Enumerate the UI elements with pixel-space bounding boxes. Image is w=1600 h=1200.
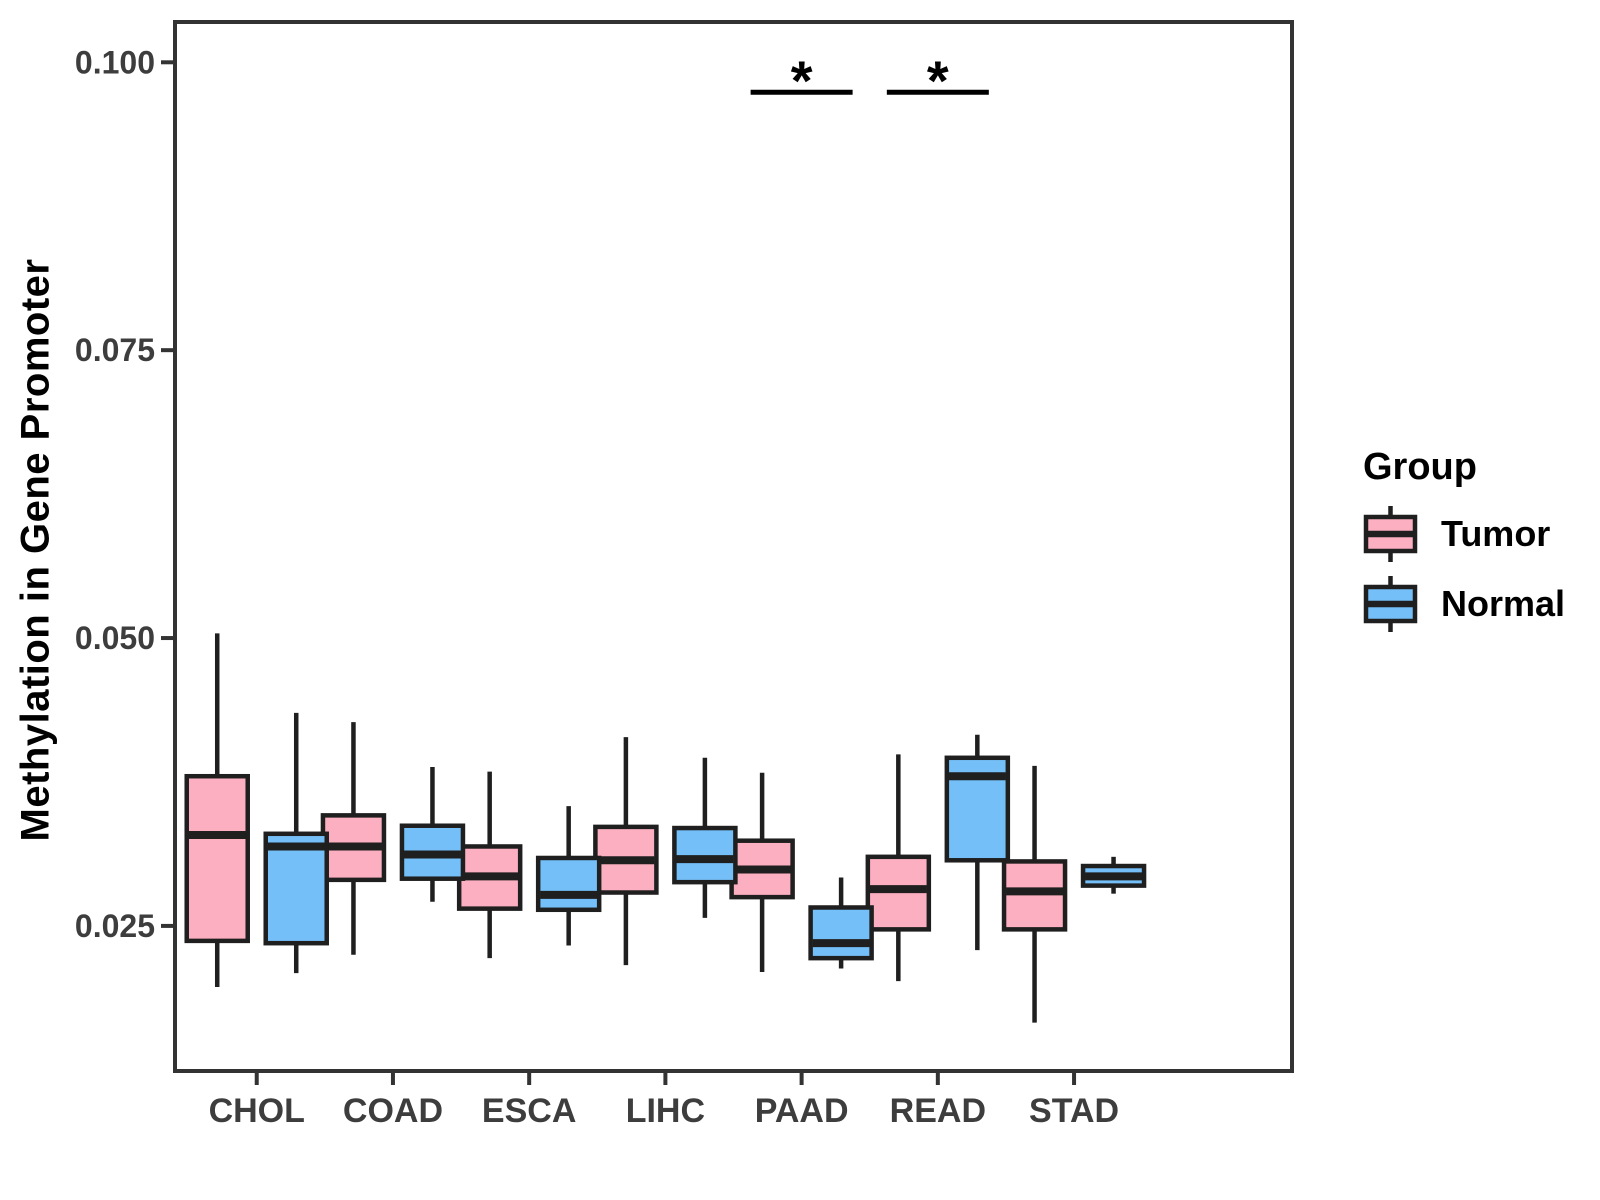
x-tick-label: PAAD <box>755 1092 849 1130</box>
box-tumor-stad <box>1001 859 1068 932</box>
y-tick-label: 0.050 <box>75 620 155 656</box>
significance-asterisk-paad: * <box>791 49 813 112</box>
x-tick-label: STAD <box>1029 1092 1119 1130</box>
legend-item-tumor: Tumor <box>1363 503 1565 565</box>
panel-border <box>173 20 1294 1073</box>
y-tick-label: 0.075 <box>75 332 155 368</box>
y-tick-label: 0.100 <box>75 44 155 80</box>
x-tick-label: ESCA <box>482 1092 576 1130</box>
x-tick-label: CHOL <box>209 1092 305 1130</box>
box-normal-esca <box>535 855 602 913</box>
significance-asterisk-read: * <box>927 49 949 112</box>
box-normal-chol <box>263 831 329 946</box>
legend-title: Group <box>1363 446 1477 488</box>
legend-items: Tumor Normal <box>1363 503 1565 635</box>
x-tick-label: COAD <box>343 1092 443 1130</box>
legend: Group Tumor Normal <box>1363 445 1565 635</box>
box-tumor-chol <box>184 773 250 944</box>
box-normal-paad <box>808 905 874 961</box>
legend-label-tumor: Tumor <box>1441 512 1551 554</box>
x-tick-label: LIHC <box>626 1092 705 1130</box>
x-tick-label: READ <box>890 1092 986 1130</box>
y-axis-title: Methylation in Gene Promoter <box>13 258 58 842</box>
box-normal-lihc <box>672 825 738 885</box>
box-tumor-read <box>865 854 932 932</box>
boxplot-glyph-normal-icon <box>1363 575 1418 632</box>
boxplot-glyph-tumor-icon <box>1363 505 1418 562</box>
legend-item-normal: Normal <box>1363 573 1565 635</box>
legend-label-normal: Normal <box>1441 582 1566 624</box>
y-tick-label: 0.025 <box>75 908 155 944</box>
